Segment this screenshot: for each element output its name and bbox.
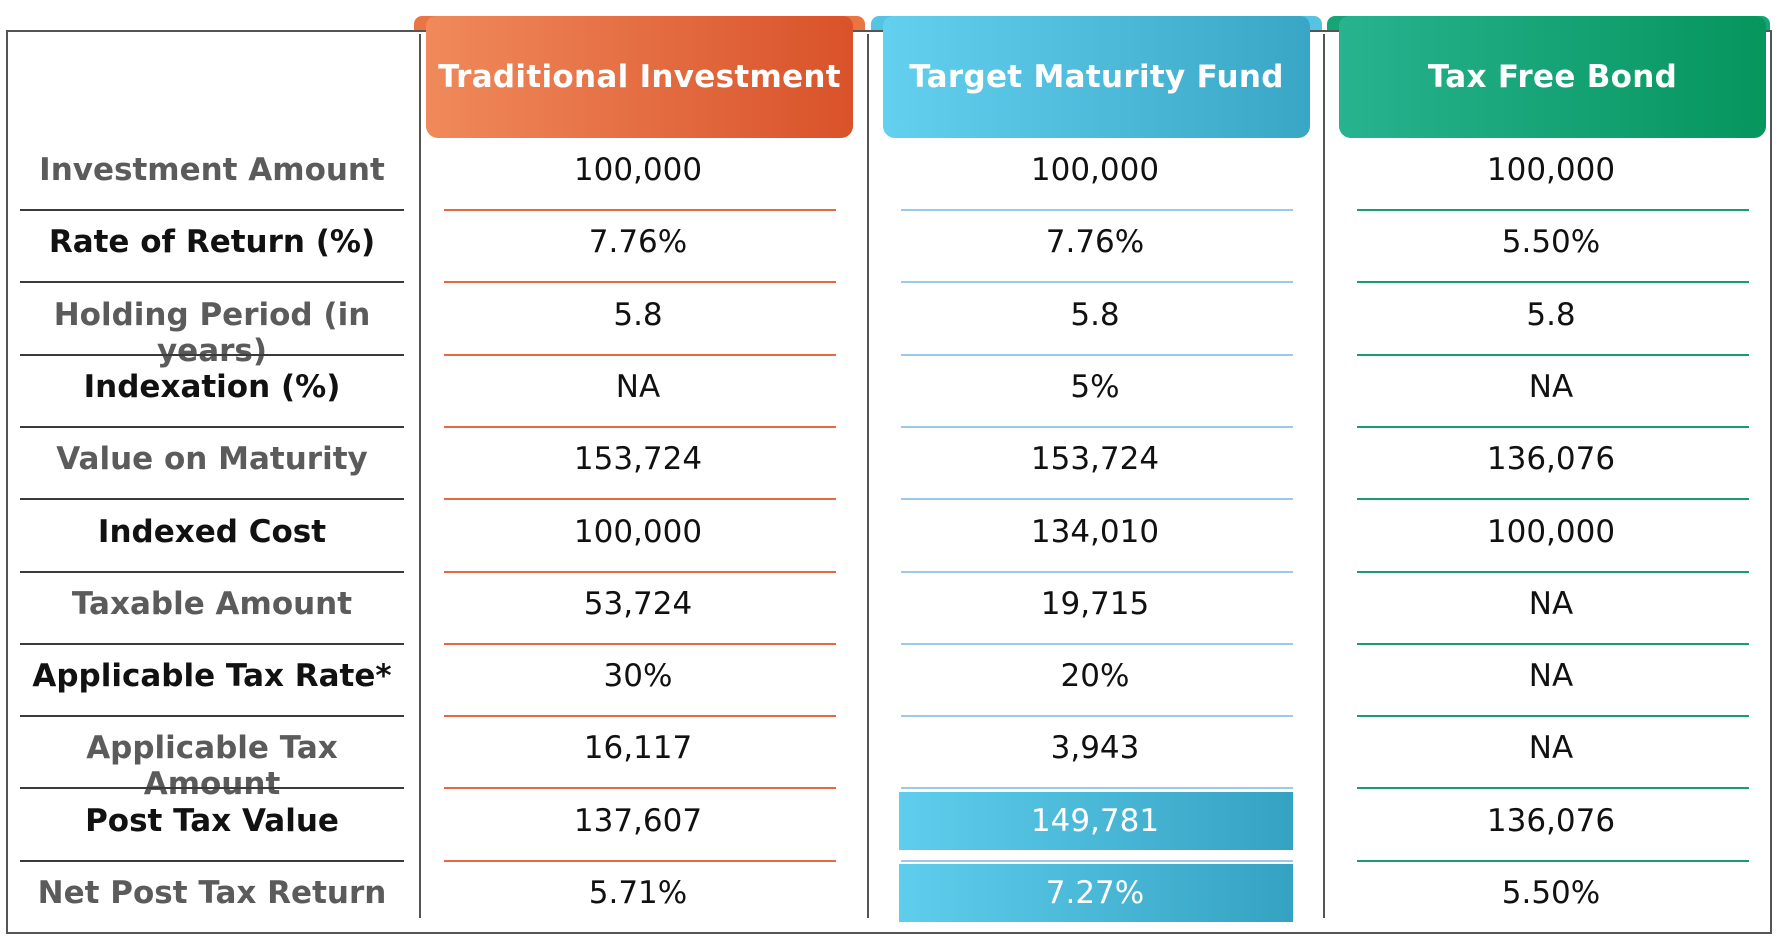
row-separator: [1357, 353, 1749, 356]
column-divider: [1323, 34, 1325, 918]
table-cell-taxfree: 5.50%: [1501, 875, 1601, 911]
row-label: Investment Amount: [39, 152, 385, 188]
row-separator: [444, 570, 836, 573]
row-separator: [1357, 715, 1749, 718]
table-cell-traditional: 100,000: [573, 152, 703, 188]
table-cell-taxfree: 136,076: [1486, 802, 1616, 839]
table-cell-traditional: 153,724: [573, 441, 703, 478]
row-separator: [1357, 570, 1749, 573]
row-separator: [20, 715, 404, 718]
table-cell-tmf: 100,000: [1030, 152, 1160, 188]
row-separator: [444, 715, 836, 718]
row-label: Net Post Tax Return: [37, 875, 387, 911]
table-cell-tmf: 7.76%: [1045, 224, 1145, 261]
table-cell-taxfree: 136,076: [1486, 441, 1616, 478]
row-separator: [1357, 859, 1749, 862]
row-separator: [20, 570, 404, 573]
table-cell-taxfree: 5.50%: [1501, 224, 1601, 261]
row-separator: [20, 281, 404, 284]
row-separator: [444, 787, 836, 790]
table-cell-traditional: 5.71%: [588, 875, 688, 911]
row-separator: [20, 209, 404, 211]
row-separator: [1357, 787, 1749, 790]
table-cell-taxfree: NA: [1528, 658, 1574, 695]
table-cell-taxfree: NA: [1528, 368, 1574, 405]
row-separator: [901, 715, 1293, 718]
table-cell-traditional: 137,607: [573, 802, 703, 839]
column-header-target-maturity-fund: Target Maturity Fund: [883, 16, 1310, 138]
row-separator: [1357, 642, 1749, 645]
row-separator: [444, 281, 836, 284]
table-cell-tmf: 3,943: [1050, 730, 1140, 767]
table-cell-traditional: 53,724: [583, 585, 693, 622]
comparison-table-frame: [6, 30, 1772, 934]
row-separator: [20, 425, 404, 428]
row-separator: [444, 209, 836, 211]
table-cell-traditional: 16,117: [583, 730, 693, 767]
row-separator: [901, 570, 1293, 573]
row-label: Value on Maturity: [56, 441, 368, 478]
row-separator: [1357, 498, 1749, 501]
table-cell-traditional: NA: [615, 368, 661, 405]
table-cell-taxfree: NA: [1528, 585, 1574, 622]
column-header-tax-free-bond: Tax Free Bond: [1339, 16, 1766, 138]
table-cell-taxfree: NA: [1528, 730, 1574, 767]
row-label: Taxable Amount: [71, 585, 353, 622]
row-separator: [444, 498, 836, 501]
row-separator: [20, 498, 404, 501]
table-cell-tmf: 19,715: [1040, 585, 1150, 622]
table-cell-taxfree: 100,000: [1486, 513, 1616, 550]
row-separator: [901, 353, 1293, 356]
row-label: Indexed Cost: [97, 513, 327, 550]
row-separator: [1357, 209, 1749, 211]
row-label: Holding Period (in years): [53, 296, 371, 369]
table-cell-tmf: 134,010: [1030, 513, 1160, 550]
row-separator: [20, 859, 404, 862]
row-separator: [901, 498, 1293, 501]
row-label: Applicable Tax Amount: [86, 730, 338, 803]
row-separator: [20, 642, 404, 645]
row-separator: [20, 787, 404, 790]
row-label: Rate of Return (%): [48, 224, 376, 261]
row-separator: [901, 859, 1293, 862]
table-cell-tmf: 7.27%: [1045, 875, 1145, 911]
table-cell-traditional: 30%: [603, 658, 673, 695]
row-separator: [901, 281, 1293, 284]
table-cell-taxfree: 100,000: [1486, 152, 1616, 188]
row-separator: [444, 425, 836, 428]
row-separator: [20, 353, 404, 356]
table-cell-tmf: 5%: [1070, 368, 1120, 405]
column-divider: [867, 34, 869, 918]
row-label: Applicable Tax Rate*: [32, 658, 392, 695]
table-cell-traditional: 7.76%: [588, 224, 688, 261]
table-cell-traditional: 5.8: [613, 296, 663, 333]
column-divider: [419, 34, 421, 918]
row-label: Indexation (%): [83, 368, 341, 405]
row-separator: [901, 209, 1293, 211]
row-separator: [1357, 425, 1749, 428]
table-cell-tmf: 5.8: [1070, 296, 1120, 333]
row-separator: [901, 642, 1293, 645]
row-separator: [1357, 281, 1749, 284]
row-separator: [901, 787, 1293, 790]
table-cell-tmf: 149,781: [1030, 802, 1160, 839]
table-cell-tmf: 153,724: [1030, 441, 1160, 478]
row-separator: [901, 425, 1293, 428]
highlight-cell-background: [899, 791, 1293, 850]
highlight-cell-background: [899, 864, 1293, 922]
row-label: Post Tax Value: [85, 802, 339, 839]
column-header-traditional-investment: Traditional Investment: [426, 16, 853, 138]
row-separator: [444, 859, 836, 862]
table-cell-taxfree: 5.8: [1526, 296, 1576, 333]
row-separator: [444, 642, 836, 645]
table-cell-traditional: 100,000: [573, 513, 703, 550]
row-separator: [444, 353, 836, 356]
table-cell-tmf: 20%: [1060, 658, 1130, 695]
